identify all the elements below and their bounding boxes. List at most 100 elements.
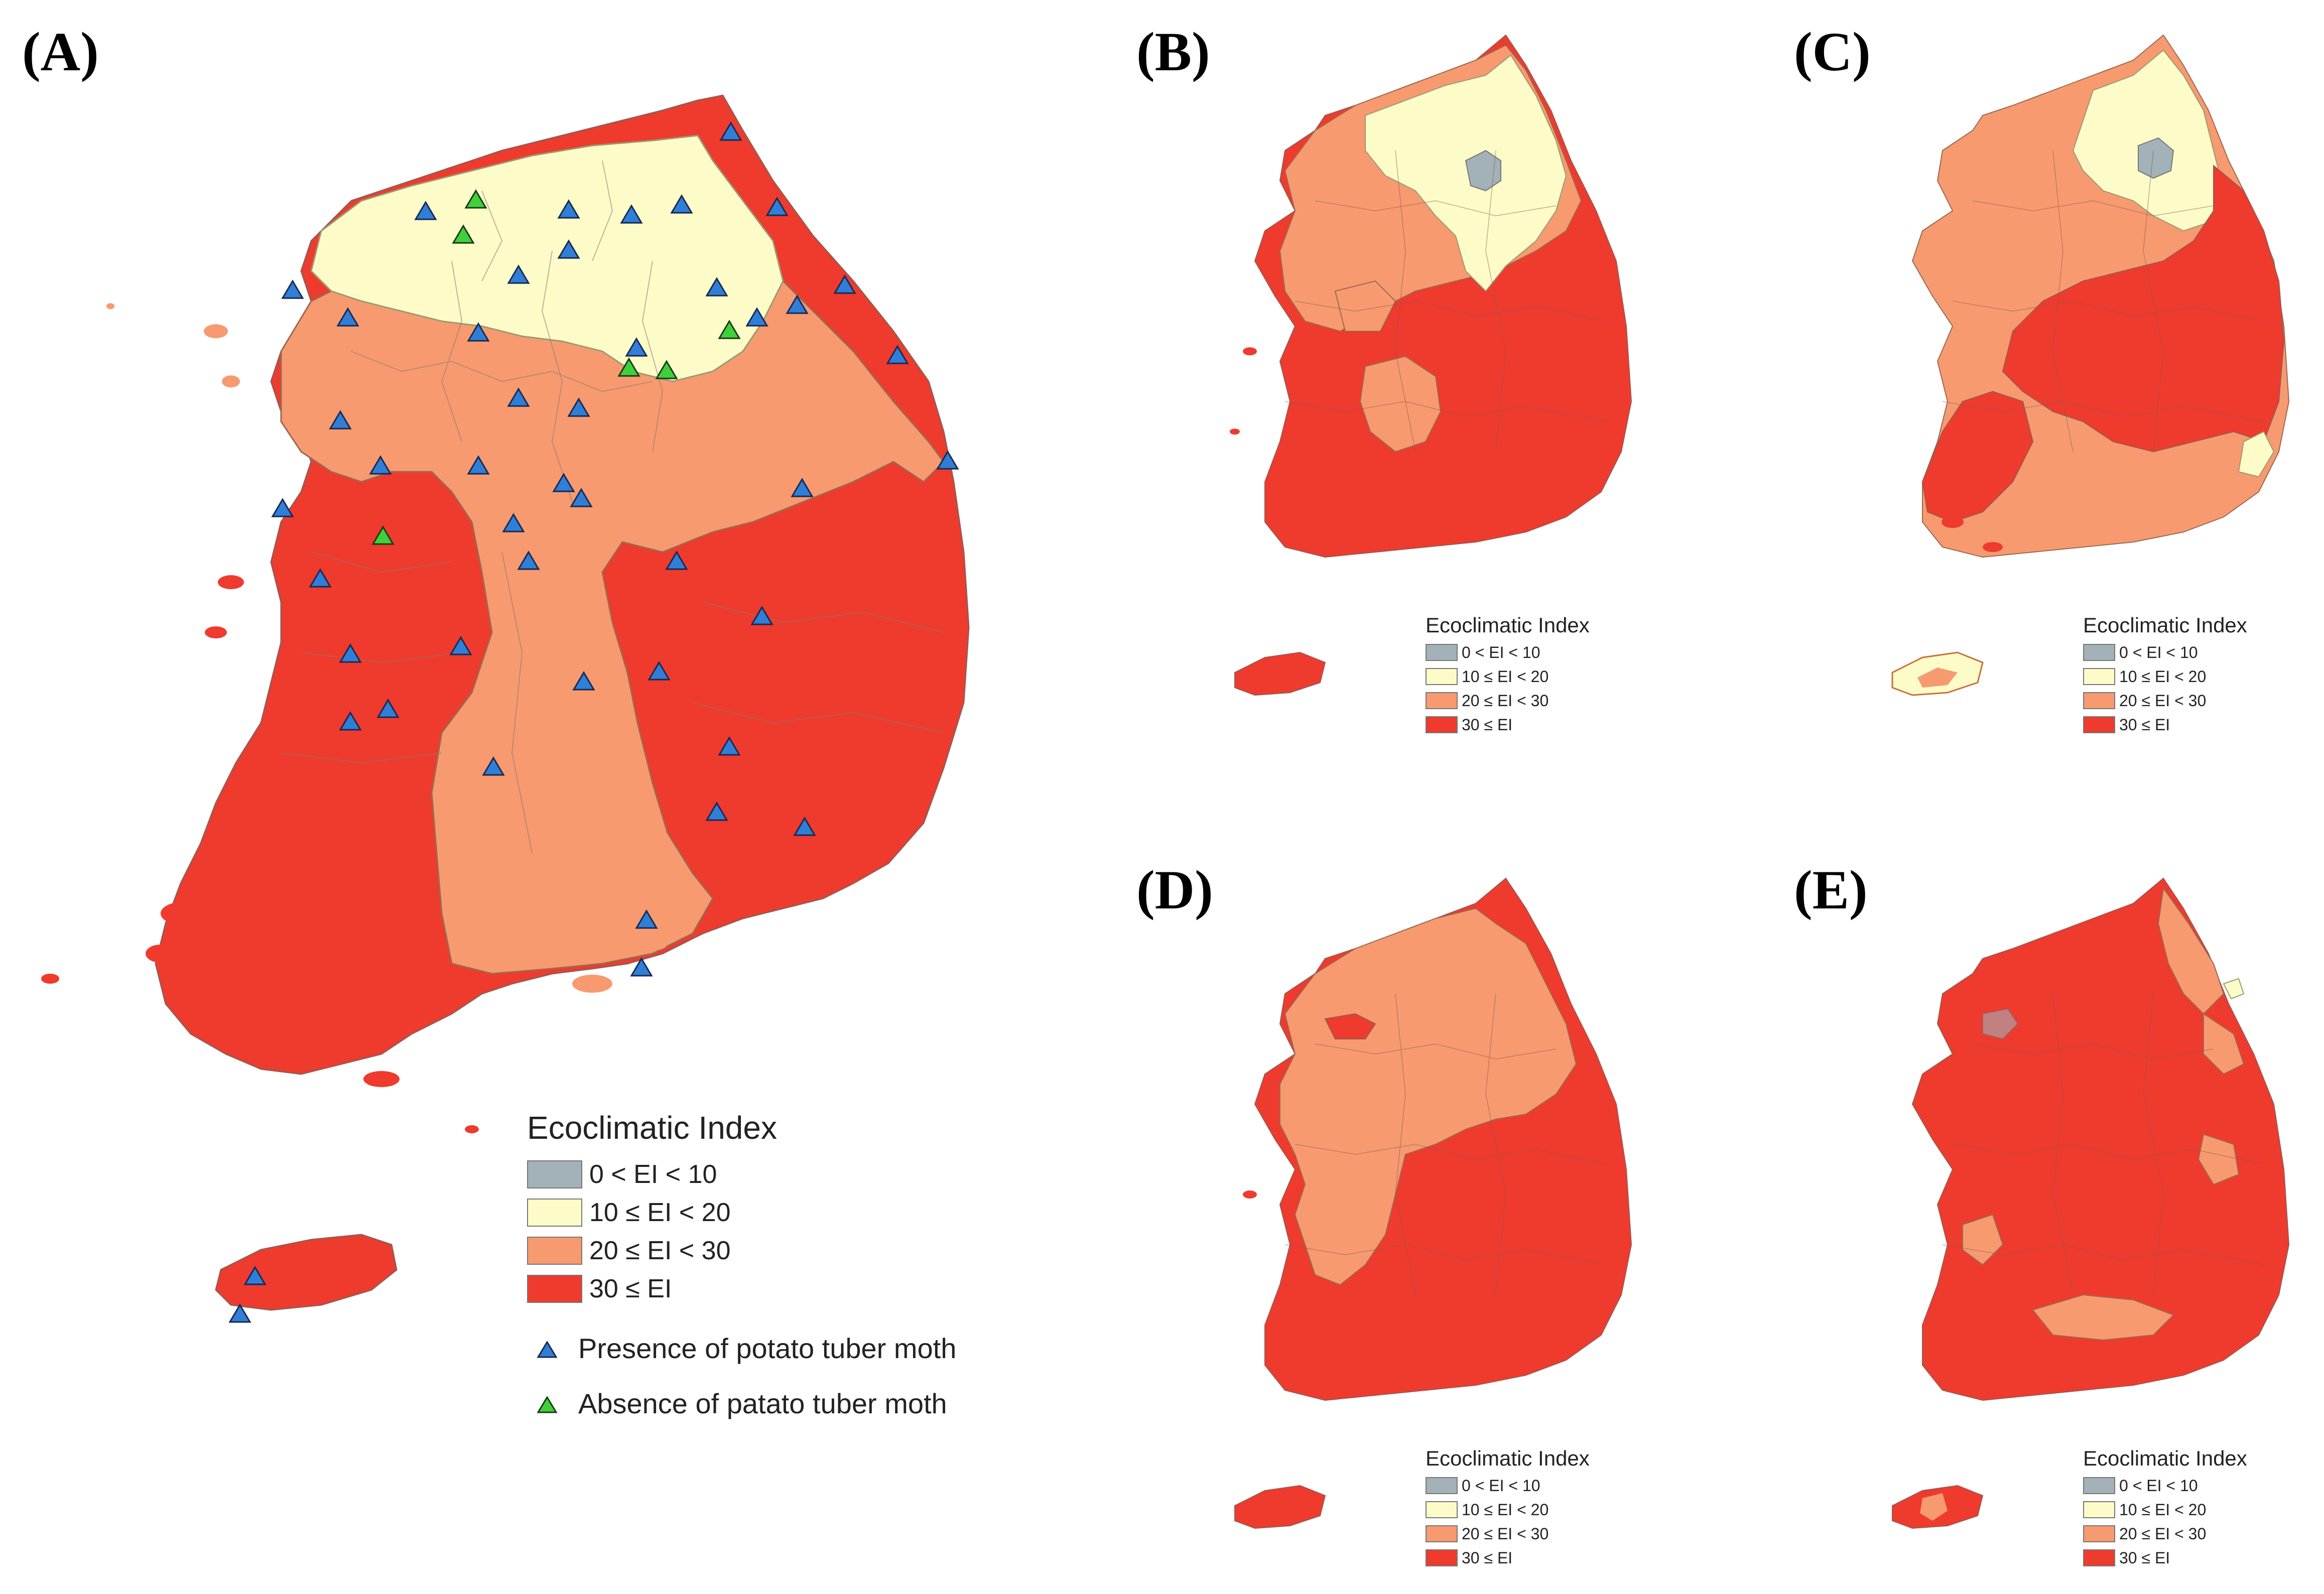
presence-marker [705,802,728,821]
presence-marker [936,450,959,470]
legend-label: 30 ≤ EI [1462,1548,1513,1567]
map-korea-e [1892,877,2290,1529]
presence-marker [833,275,856,294]
presence-marker [718,736,741,756]
map-korea-d [1234,877,1632,1529]
presence-marker [449,636,472,655]
legend-swatch [1426,692,1458,709]
green-triangle-icon [527,1387,567,1420]
presence-marker [281,280,304,299]
panel-label-e: (E) [1794,859,1868,920]
legend-label: 20 ≤ EI < 30 [1462,1524,1549,1543]
legend-label: 10 ≤ EI < 20 [1462,667,1549,686]
legend-absence-label: Absence of patato tuber moth [578,1387,947,1419]
islands-a [41,575,479,1133]
jeju-island-a [215,1234,398,1311]
legend-label: 10 ≤ EI < 20 [2119,667,2207,686]
legend-e: Ecoclimatic Index 0 < EI < 10 10 ≤ EI < … [2083,1446,2314,1570]
legend-swatch [527,1237,582,1265]
panel-b: (B) Ecoclimatic Index 0 < EI < 10 10 ≤ E… [1114,0,1717,783]
presence-marker [765,197,789,216]
legend-label: 0 < EI < 10 [2119,1476,2198,1495]
presence-marker [570,488,593,507]
legend-label: 0 < EI < 10 [1462,643,1540,661]
presence-marker [705,277,728,297]
legend-swatch [1426,668,1458,685]
presence-marker [414,201,437,220]
legend-row-d: 20 ≤ EI < 30 [1426,1522,1676,1546]
absence-marker [617,357,640,377]
legend-swatch [527,1199,582,1227]
presence-marker [517,551,540,570]
legend-label: 10 ≤ EI < 20 [589,1198,731,1227]
legend-row-a: 0 < EI < 10 [527,1155,1079,1193]
absence-markers-a [371,189,741,545]
map-korea-b [1230,34,1632,696]
legend-title-e: Ecoclimatic Index [2083,1446,2247,1470]
presence-marker [507,387,530,407]
presence-marker [625,337,648,357]
legend-swatch [1426,1549,1458,1566]
presence-marker [791,478,814,497]
legend-label: 0 < EI < 10 [2119,643,2198,661]
legend-swatch [2083,1549,2115,1566]
legend-swatch [2083,692,2115,709]
panel-d: (D) Ecoclimatic Index 0 < EI < 10 10 ≤ E… [1114,833,1717,1586]
legend-row-e: 30 ≤ EI [2083,1546,2314,1570]
legend-swatch [2083,1477,2115,1494]
presence-marker [567,397,590,417]
blue-triangle-icon [527,1332,567,1365]
legend-label: 0 < EI < 10 [589,1160,717,1189]
legend-title-d: Ecoclimatic Index [1426,1446,1590,1470]
legend-swatch [1426,1501,1458,1518]
presence-marker [339,643,362,663]
absence-marker [452,224,475,244]
legend-label: 30 ≤ EI [1462,715,1513,734]
mainland-a [155,94,970,1075]
legend-d: Ecoclimatic Index 0 < EI < 10 10 ≤ EI < … [1426,1446,1676,1570]
absence-marker [464,189,487,209]
legend-row-b: 10 ≤ EI < 20 [1426,665,1676,689]
presence-marker [309,568,332,588]
legend-swatch [527,1160,582,1188]
legend-label: 0 < EI < 10 [1462,1476,1540,1495]
presence-marker [376,699,400,718]
legend-swatch [1426,716,1458,733]
legend-swatch [1426,1477,1458,1494]
presence-marker [719,121,742,141]
legend-row-e: 10 ≤ EI < 20 [2083,1498,2314,1522]
legend-swatch [2083,716,2115,733]
legend-swatch [2083,1501,2115,1518]
legend-row-c: 30 ≤ EI [2083,713,2314,737]
legend-row-e: 0 < EI < 10 [2083,1474,2314,1498]
presence-marker [572,671,595,691]
legend-row-a: 10 ≤ EI < 20 [527,1193,1079,1232]
legend-label: 30 ≤ EI [2119,715,2170,734]
legend-title-a: Ecoclimatic Index [527,1110,777,1146]
legend-label: 10 ≤ EI < 20 [1462,1500,1549,1519]
legend-c: Ecoclimatic Index 0 < EI < 10 10 ≤ EI < … [2083,613,2314,737]
legend-row-a: 30 ≤ EI [527,1270,1079,1308]
presence-marker [630,957,653,977]
presence-marker [620,204,643,224]
legend-swatch [2083,668,2115,685]
presence-marker [467,322,490,342]
absence-marker [371,525,395,545]
legend-label: 30 ≤ EI [2119,1548,2170,1567]
absence-marker [718,320,741,339]
legend-row-d: 10 ≤ EI < 20 [1426,1498,1676,1522]
presence-marker [670,194,693,214]
legend-label: 10 ≤ EI < 20 [2119,1500,2207,1519]
presence-marker [635,909,658,929]
presence-marker [665,551,688,570]
legend-label: 20 ≤ EI < 30 [1462,691,1549,710]
presence-marker [467,455,490,475]
map-korea-a [41,94,970,1323]
legend-presence-row: Presence of potato tuber moth [527,1328,1079,1368]
presence-marker [886,345,909,364]
islands-orange-a [106,303,668,993]
presence-marker [750,606,773,625]
legend-swatch [1426,644,1458,661]
map-korea-c [1891,34,2290,696]
legend-row-c: 20 ≤ EI < 30 [2083,689,2314,713]
